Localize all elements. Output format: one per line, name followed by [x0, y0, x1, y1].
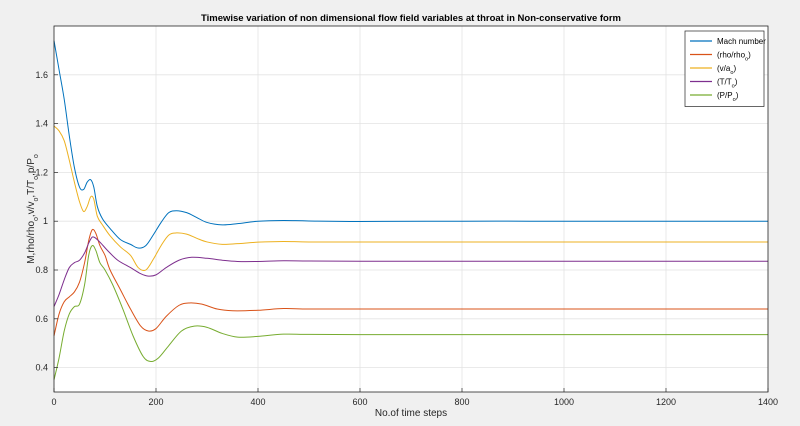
label-text: (T/T	[717, 78, 732, 87]
chart-title: Timewise variation of non dimensional fl…	[201, 13, 621, 24]
y-tick-label: 1.4	[35, 119, 48, 129]
x-tick-label: 400	[250, 397, 265, 407]
label-text: )	[736, 91, 739, 100]
x-tick-label: 1000	[554, 397, 574, 407]
subscript: o	[733, 97, 736, 103]
label-text: (P/P	[717, 91, 733, 100]
subscript: o	[745, 57, 748, 63]
series-line-3	[53, 125, 768, 272]
plot-area	[54, 26, 768, 392]
legend-label: (rho/rhoo)	[717, 51, 751, 63]
label-text: )	[735, 78, 738, 87]
subscript: o	[33, 154, 40, 158]
legend-label: (P/Po)	[717, 91, 739, 103]
label-text: )	[748, 51, 751, 60]
subscript: o	[33, 217, 40, 221]
subscript: o	[33, 176, 40, 180]
legend-box	[684, 30, 765, 107]
x-tick-label: 0	[51, 397, 56, 407]
x-axis-label: No.of time steps	[375, 408, 447, 419]
x-tick-label: 1200	[656, 397, 676, 407]
y-tick-label: 0.6	[35, 314, 48, 324]
series-line-5	[53, 244, 768, 380]
axes-box	[53, 25, 769, 393]
label-text: Mach number	[717, 37, 766, 46]
legend-label: (v/ao)	[717, 64, 736, 76]
subscript: o	[33, 198, 40, 202]
x-tick-label: 200	[148, 397, 163, 407]
x-tick-labels: 0 200 400 600 800 1000 1200 1400	[51, 388, 778, 407]
label-text: ,p/P	[26, 158, 37, 176]
label-text: ,v/v	[26, 202, 37, 218]
y-tick-label: 1.2	[35, 167, 48, 177]
subscript: o	[730, 70, 733, 76]
x-tick-label: 800	[454, 397, 469, 407]
legend-label: (T/To)	[717, 78, 738, 90]
label-text: )	[733, 64, 736, 73]
label-text: ,T/T	[26, 180, 37, 198]
legend-label: Mach number	[717, 37, 766, 46]
series-line-2	[53, 228, 768, 336]
y-tick-labels: 0.4 0.6 0.8 1 1.2 1.4 1.6	[35, 70, 58, 373]
y-tick-label: 1	[43, 216, 48, 226]
label-text: M,rho/rho	[26, 221, 37, 264]
label-text: (v/a	[717, 64, 731, 73]
series-line-4	[53, 236, 768, 307]
label-text: (rho/rho	[717, 51, 746, 60]
y-tick-label: 0.4	[35, 363, 48, 373]
series-line-1	[53, 40, 768, 249]
x-tick-label: 600	[352, 397, 367, 407]
y-axis-label: M,rho/rhoo,v/vo,T/To,p/Po	[26, 154, 40, 264]
legend: Mach number(rho/rhoo)(v/ao)(T/To)(P/Po)	[684, 30, 766, 107]
series-lines	[53, 40, 768, 380]
y-tick-label: 1.6	[35, 70, 48, 80]
subscript: o	[732, 84, 735, 90]
y-tick-label: 0.8	[35, 265, 48, 275]
x-tick-label: 1400	[758, 397, 778, 407]
